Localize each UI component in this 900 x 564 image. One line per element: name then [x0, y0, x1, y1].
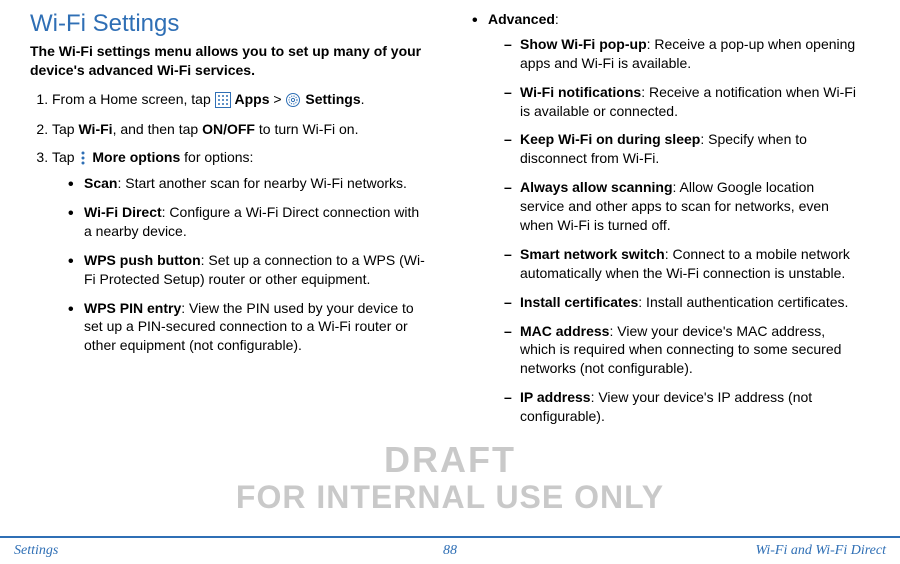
- page-title: Wi-Fi Settings: [30, 10, 430, 38]
- item-title: IP address: [520, 389, 591, 405]
- step-2-onoff: ON/OFF: [202, 121, 255, 137]
- item-desc: : Install authentication certificates.: [638, 294, 848, 310]
- list-item: MAC address: View your device's MAC addr…: [506, 322, 860, 379]
- item-title: Install certificates: [520, 294, 638, 310]
- settings-icon: [285, 91, 301, 110]
- intro-text: The Wi-Fi settings menu allows you to se…: [30, 42, 430, 80]
- list-item: Scan: Start another scan for nearby Wi-F…: [70, 174, 430, 193]
- list-item: Keep Wi-Fi on during sleep: Specify when…: [506, 130, 860, 168]
- step-1-end: .: [361, 91, 365, 107]
- step-2-b: , and then tap: [113, 121, 203, 137]
- step-1-text-a: From a Home screen, tap: [52, 91, 215, 107]
- list-item: IP address: View your device's IP addres…: [506, 388, 860, 426]
- list-item: Wi-Fi notifications: Receive a notificat…: [506, 83, 860, 121]
- step-2-c: to turn Wi-Fi on.: [255, 121, 358, 137]
- list-item: Install certificates: Install authentica…: [506, 293, 860, 312]
- step-2-wifi: Wi-Fi: [78, 121, 112, 137]
- apps-icon: [215, 91, 231, 110]
- footer-right: Wi-Fi and Wi-Fi Direct: [465, 543, 886, 559]
- step-1-apps: Apps: [235, 91, 270, 107]
- advanced-item: Advanced: Show Wi-Fi pop-up: Receive a p…: [474, 10, 860, 426]
- advanced-colon: :: [555, 11, 559, 27]
- item-title: Smart network switch: [520, 246, 665, 262]
- step-3-a: Tap: [52, 149, 78, 165]
- list-item: Wi-Fi Direct: Configure a Wi-Fi Direct c…: [70, 203, 430, 241]
- footer-left: Settings: [14, 543, 435, 559]
- list-item: Show Wi-Fi pop-up: Receive a pop-up when…: [506, 35, 860, 73]
- advanced-title: Advanced: [488, 11, 555, 27]
- step-2: Tap Wi-Fi, and then tap ON/OFF to turn W…: [52, 120, 430, 139]
- step-3-more: More options: [92, 149, 180, 165]
- list-item: WPS push button: Set up a connection to …: [70, 251, 430, 289]
- list-item: WPS PIN entry: View the PIN used by your…: [70, 299, 430, 356]
- item-title: Wi-Fi notifications: [520, 84, 641, 100]
- step-1-gt: >: [270, 91, 286, 107]
- step-3-b: for options:: [180, 149, 253, 165]
- list-item: Smart network switch: Connect to a mobil…: [506, 245, 860, 283]
- page-footer: Settings 88 Wi-Fi and Wi-Fi Direct: [0, 536, 900, 564]
- advanced-sublist: Show Wi-Fi pop-up: Receive a pop-up when…: [488, 35, 860, 426]
- item-title: WPS PIN entry: [84, 300, 181, 316]
- item-title: WPS push button: [84, 252, 201, 268]
- item-title: Keep Wi-Fi on during sleep: [520, 131, 700, 147]
- item-title: Always allow scanning: [520, 179, 673, 195]
- item-desc: : Start another scan for nearby Wi-Fi ne…: [117, 175, 406, 191]
- step-1: From a Home screen, tap Apps > Settings.: [52, 90, 430, 110]
- step-2-a: Tap: [52, 121, 78, 137]
- options-list-left: Scan: Start another scan for nearby Wi-F…: [52, 174, 430, 355]
- step-3: Tap More options for options: Scan: Star…: [52, 148, 430, 355]
- item-title: Scan: [84, 175, 117, 191]
- item-title: Show Wi-Fi pop-up: [520, 36, 647, 52]
- item-title: Wi-Fi Direct: [84, 204, 162, 220]
- item-title: MAC address: [520, 323, 609, 339]
- footer-page-number: 88: [435, 543, 465, 559]
- step-1-settings: Settings: [305, 91, 360, 107]
- more-options-icon: [78, 149, 88, 168]
- list-item: Always allow scanning: Allow Google loca…: [506, 178, 860, 235]
